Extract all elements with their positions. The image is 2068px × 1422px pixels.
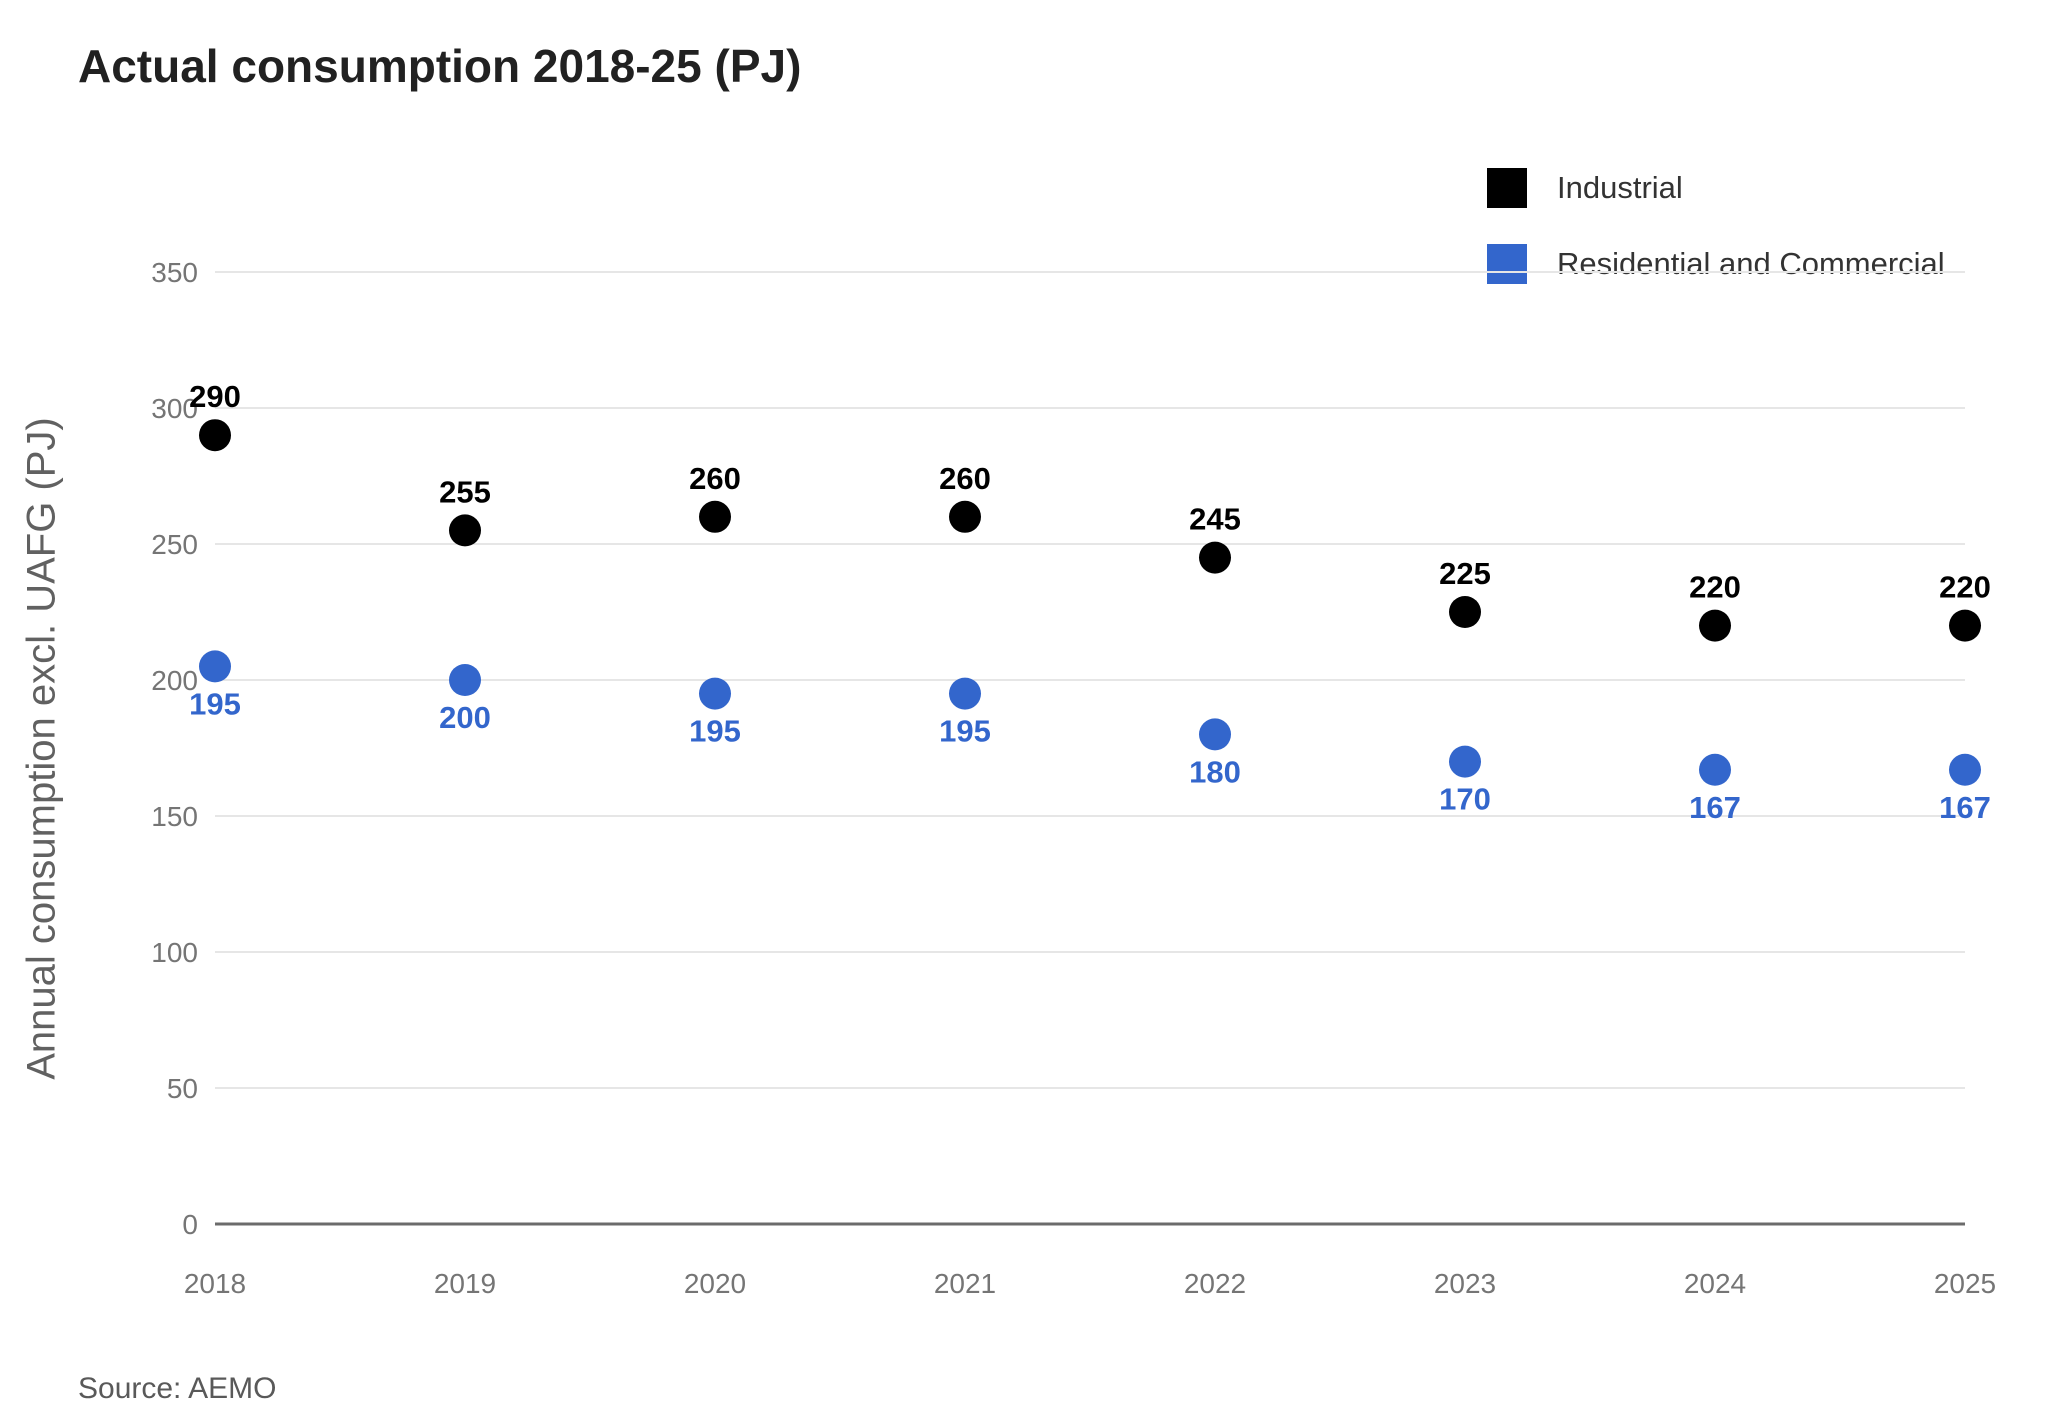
legend-item-industrial: Industrial <box>1487 168 1945 208</box>
point-industrial-2021 <box>949 500 981 533</box>
point-industrial-2018 <box>199 419 231 452</box>
y-tick-350: 350 <box>151 257 198 288</box>
point-label-industrial-2023: 225 <box>1439 556 1491 591</box>
legend-label-industrial: Industrial <box>1557 170 1683 205</box>
source-note: Source: AEMO <box>78 1372 277 1405</box>
legend-item-residential-and-commercial: Residential and Commercial <box>1487 244 1945 284</box>
y-tick-250: 250 <box>151 529 198 560</box>
point-label-residential-and-commercial-2020: 195 <box>689 714 741 749</box>
y-tick-200: 200 <box>151 665 198 696</box>
y-tick-50: 50 <box>167 1073 198 1104</box>
legend-swatch-residential-and-commercial <box>1487 244 1527 284</box>
point-residential-and-commercial-2020 <box>699 677 731 710</box>
point-residential-and-commercial-2021 <box>949 677 981 710</box>
point-label-residential-and-commercial-2022: 180 <box>1189 754 1241 789</box>
point-industrial-2023 <box>1449 596 1481 628</box>
x-tick-2021: 2021 <box>934 1268 996 1299</box>
point-industrial-2025 <box>1949 609 1981 642</box>
point-industrial-2024 <box>1699 609 1731 642</box>
point-label-industrial-2019: 255 <box>439 474 491 509</box>
y-tick-100: 100 <box>151 937 198 968</box>
point-residential-and-commercial-2023 <box>1449 745 1481 778</box>
x-tick-2024: 2024 <box>1684 1268 1746 1299</box>
point-label-industrial-2024: 220 <box>1689 570 1741 605</box>
point-industrial-2022 <box>1199 541 1231 574</box>
point-residential-and-commercial-2024 <box>1699 753 1731 786</box>
legend-swatch-industrial <box>1487 168 1527 208</box>
x-tick-2019: 2019 <box>434 1268 496 1299</box>
point-industrial-2020 <box>699 500 731 533</box>
point-label-residential-and-commercial-2018: 195 <box>189 686 241 721</box>
point-residential-and-commercial-2022 <box>1199 718 1231 751</box>
point-label-industrial-2020: 260 <box>689 461 741 496</box>
point-label-residential-and-commercial-2023: 170 <box>1439 782 1491 817</box>
x-tick-2020: 2020 <box>684 1268 746 1299</box>
chart-title: Actual consumption 2018-25 (PJ) <box>78 40 802 92</box>
point-label-industrial-2018: 290 <box>189 379 241 414</box>
point-label-residential-and-commercial-2021: 195 <box>939 714 991 749</box>
point-label-industrial-2022: 245 <box>1189 502 1241 537</box>
x-tick-2025: 2025 <box>1934 1268 1996 1299</box>
point-residential-and-commercial-2018 <box>199 650 231 683</box>
x-tick-2018: 2018 <box>184 1268 246 1299</box>
point-label-residential-and-commercial-2025: 167 <box>1939 790 1991 825</box>
x-tick-2023: 2023 <box>1434 1268 1496 1299</box>
y-tick-0: 0 <box>182 1209 198 1240</box>
y-tick-150: 150 <box>151 801 198 832</box>
point-residential-and-commercial-2025 <box>1949 753 1981 786</box>
point-label-industrial-2021: 260 <box>939 461 991 496</box>
point-industrial-2019 <box>449 514 481 547</box>
point-residential-and-commercial-2019 <box>449 664 481 696</box>
legend: Industrial Residential and Commercial <box>1487 168 1945 284</box>
x-tick-2022: 2022 <box>1184 1268 1246 1299</box>
y-tick-300: 300 <box>151 393 198 424</box>
point-label-residential-and-commercial-2024: 167 <box>1689 790 1741 825</box>
legend-label-residential-and-commercial: Residential and Commercial <box>1557 246 1945 281</box>
point-label-residential-and-commercial-2019: 200 <box>439 700 491 735</box>
point-label-industrial-2025: 220 <box>1939 570 1991 605</box>
